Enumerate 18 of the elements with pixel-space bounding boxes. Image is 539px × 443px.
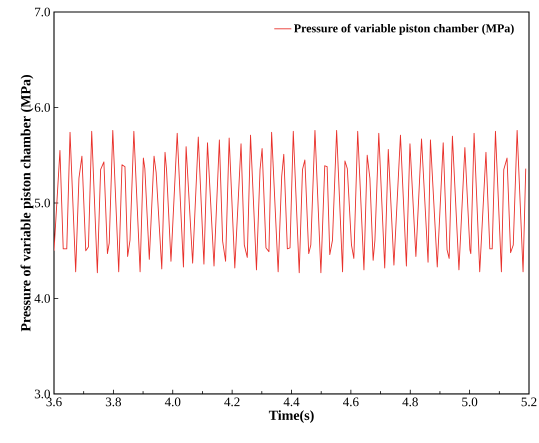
legend-label: Pressure of variable piston chamber (MPa) bbox=[294, 24, 514, 35]
line-series bbox=[54, 130, 526, 274]
y-tick-label: 3.0 bbox=[34, 390, 50, 398]
x-tick-label: 3.6 bbox=[46, 398, 62, 406]
x-tick-label: 4.6 bbox=[343, 398, 359, 406]
x-tick-label: 4.2 bbox=[224, 398, 240, 406]
x-axis-title: Time(s) bbox=[268, 410, 314, 423]
y-tick-label: 5.0 bbox=[34, 198, 50, 208]
y-tick-label: 7.0 bbox=[35, 8, 50, 16]
x-tick-label: 4.4 bbox=[284, 398, 300, 406]
x-tick-label: 3.8 bbox=[106, 398, 122, 406]
x-tick-label: 5.2 bbox=[522, 398, 536, 406]
y-axis-title: Pressure of variable piston chamber (MPa) bbox=[20, 74, 34, 332]
x-tick-label: 4.0 bbox=[164, 398, 180, 406]
y-tick-label: 4.0 bbox=[34, 294, 50, 303]
x-tick-label: 4.8 bbox=[402, 398, 418, 406]
y-tick-label: 6.0 bbox=[34, 103, 50, 112]
x-tick-label: 5.0 bbox=[462, 398, 478, 406]
